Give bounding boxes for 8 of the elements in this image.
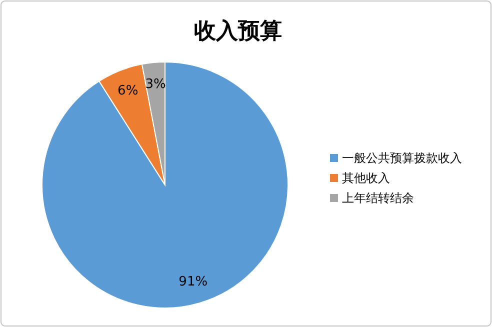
data-label: 91% [178, 274, 208, 290]
data-label: 6% [118, 84, 138, 99]
chart-title: 收入预算 [194, 19, 282, 44]
legend-label: 其他收入 [342, 171, 390, 185]
legend-label: 上年结转结余 [342, 191, 414, 205]
pie-slice [42, 62, 288, 308]
legend-label: 一般公共预算拨款收入 [342, 151, 462, 165]
data-label: 3% [145, 77, 166, 92]
